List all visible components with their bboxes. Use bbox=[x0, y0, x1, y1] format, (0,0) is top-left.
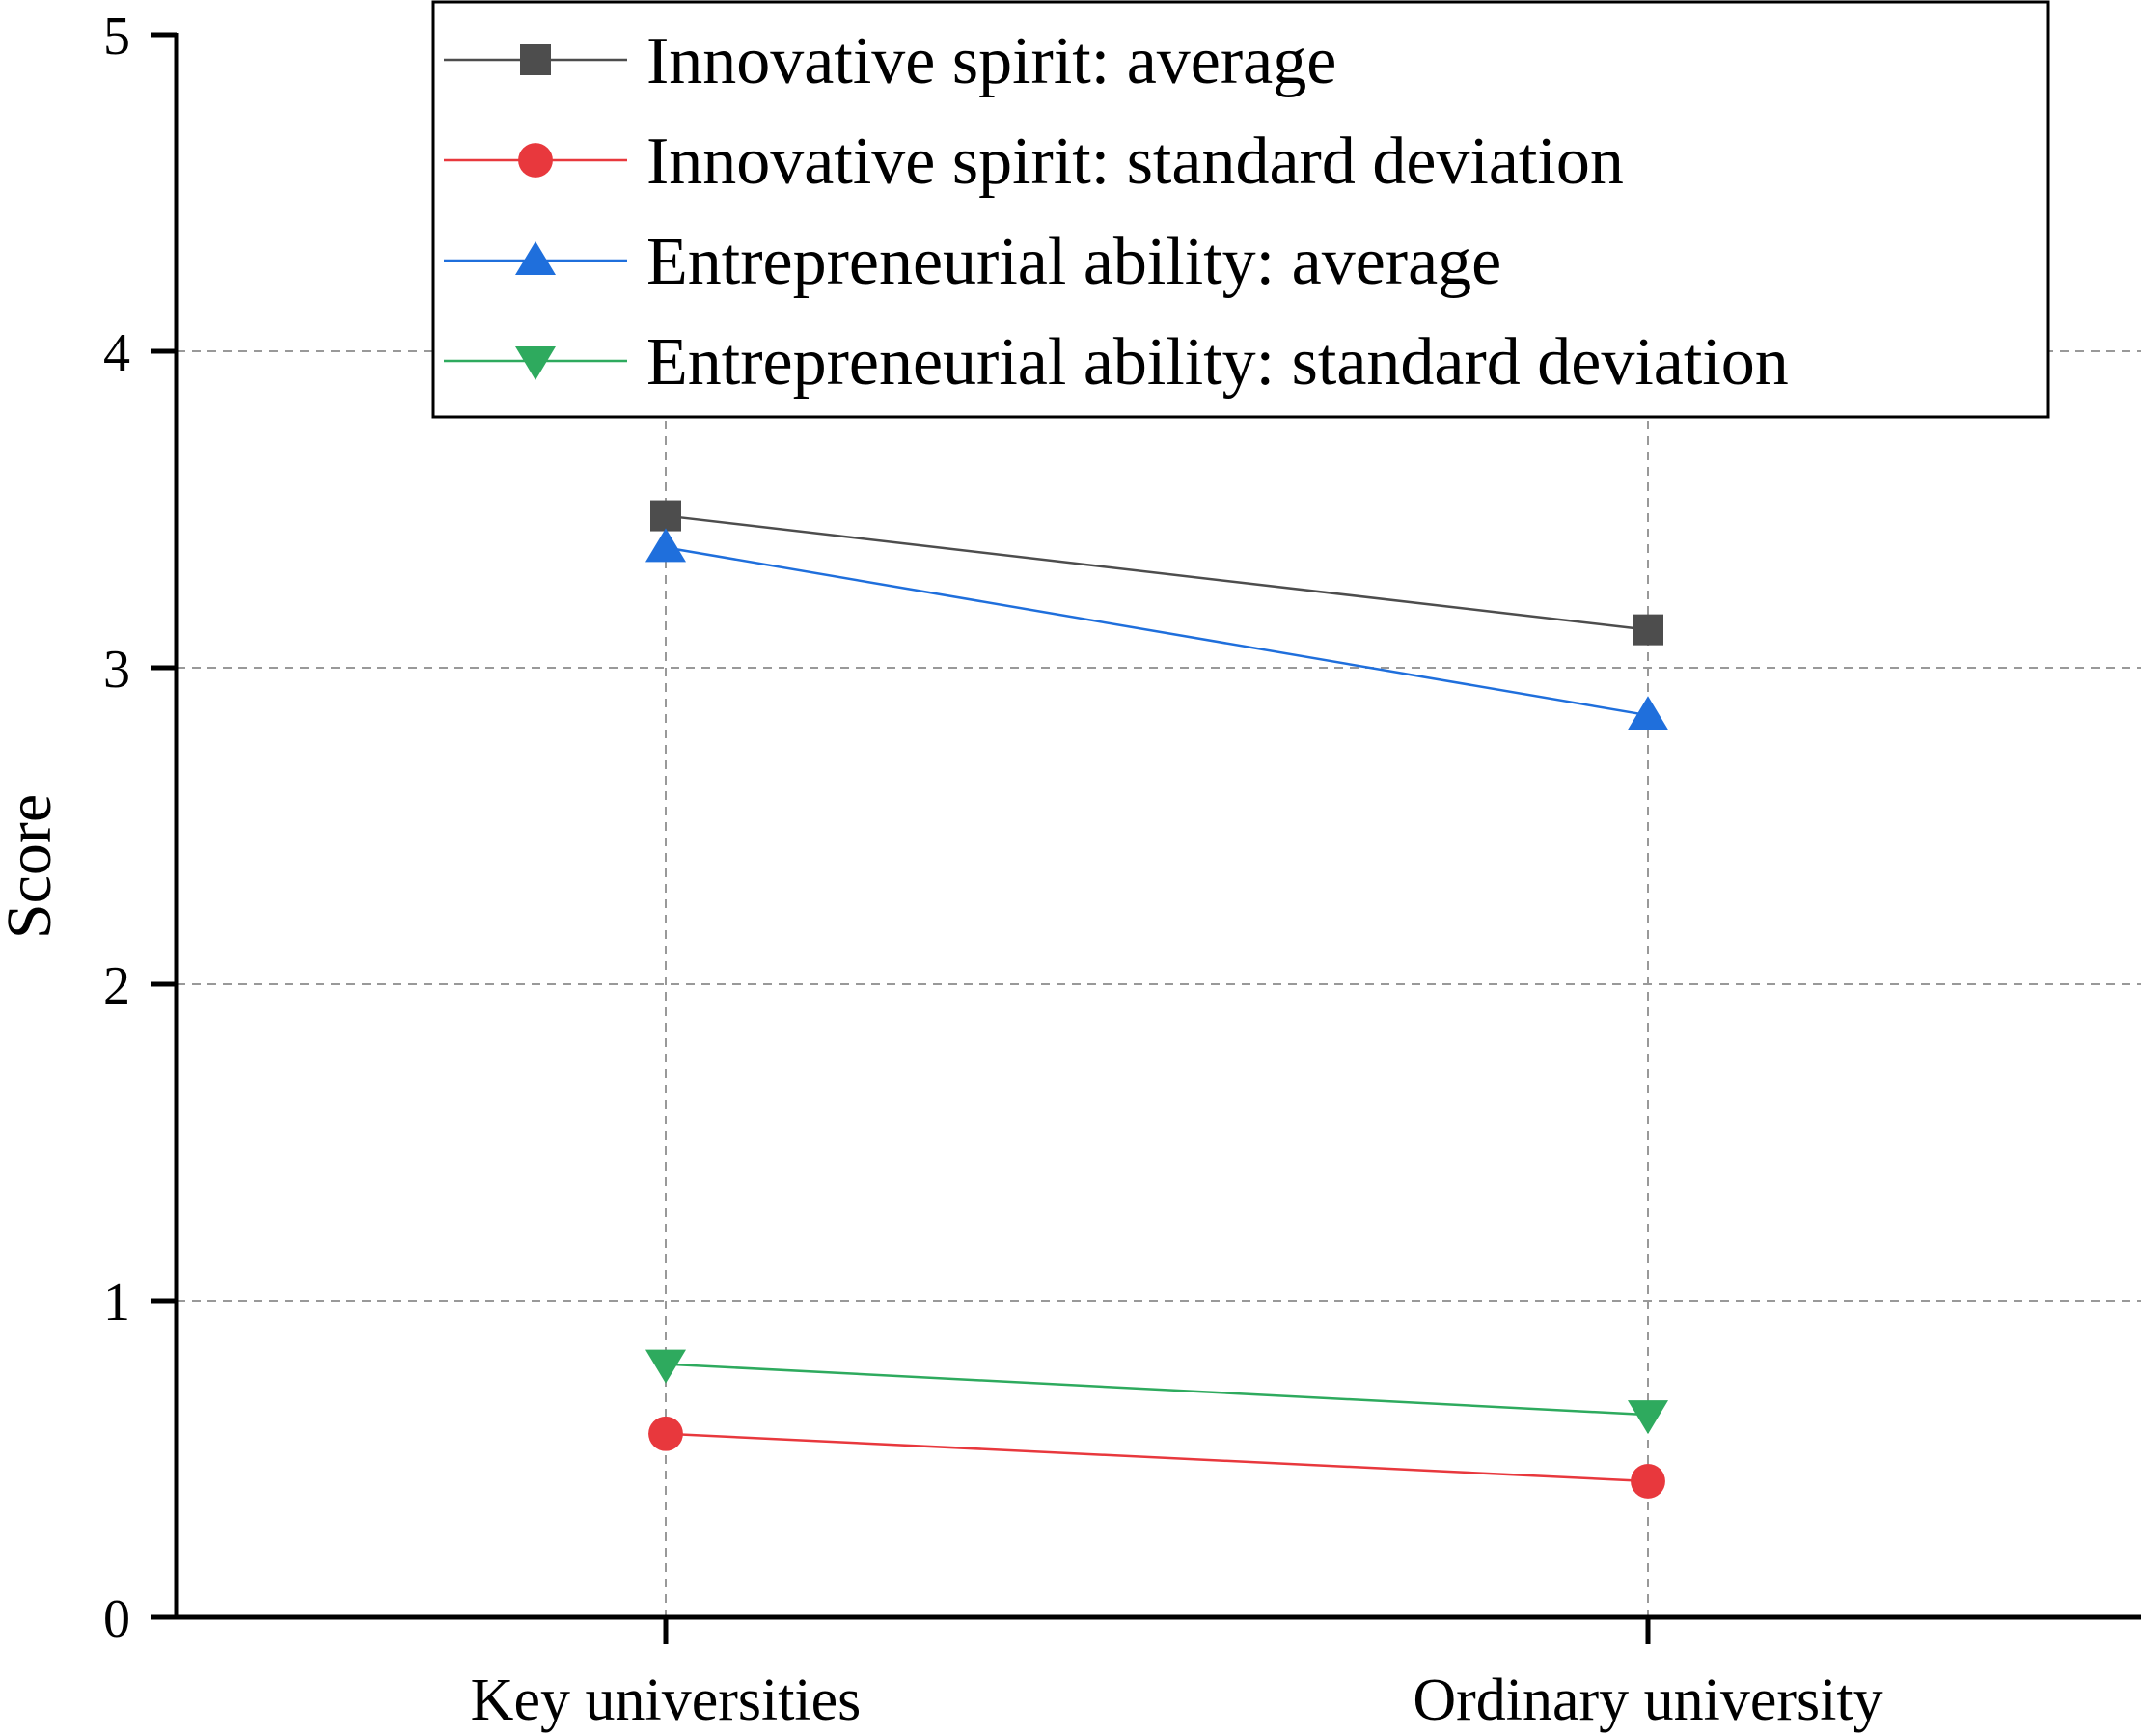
legend-box bbox=[431, 0, 2050, 419]
x-category-label: Key universities bbox=[471, 1667, 862, 1733]
series-1 bbox=[648, 1416, 1665, 1499]
data-point bbox=[645, 1349, 686, 1384]
series-3 bbox=[645, 1349, 1668, 1435]
y-tick-label: 2 bbox=[103, 956, 130, 1016]
y-tick-label: 0 bbox=[103, 1589, 130, 1649]
data-point bbox=[648, 1416, 683, 1451]
legend-marker bbox=[515, 346, 556, 380]
legend-marker bbox=[518, 143, 553, 178]
y-axis-title: Score bbox=[0, 794, 65, 939]
legend-item: Entrepreneurial ability: standard deviat… bbox=[444, 325, 1789, 400]
y-tick-label: 3 bbox=[103, 640, 130, 700]
data-point bbox=[1628, 696, 1668, 730]
legend-label: Entrepreneurial ability: average bbox=[646, 225, 1501, 299]
legend-marker bbox=[515, 241, 556, 275]
y-tick-label: 5 bbox=[103, 7, 130, 67]
data-series bbox=[645, 500, 1668, 1499]
series-line bbox=[665, 546, 1649, 717]
x-category-label: Ordinary university bbox=[1413, 1667, 1882, 1733]
data-point bbox=[1631, 1464, 1665, 1499]
data-point bbox=[1633, 614, 1663, 646]
y-tick-label: 1 bbox=[103, 1273, 130, 1333]
legend-label: Innovative spirit: average bbox=[646, 24, 1336, 98]
series-line bbox=[665, 514, 1649, 631]
legend-marker bbox=[520, 44, 551, 75]
legend-label: Entrepreneurial ability: standard deviat… bbox=[646, 325, 1789, 400]
legend-item: Innovative spirit: average bbox=[444, 24, 1336, 98]
series-line bbox=[665, 1363, 1649, 1417]
series-0 bbox=[650, 500, 1663, 646]
y-tick-label: 4 bbox=[103, 323, 130, 383]
legend-item: Entrepreneurial ability: average bbox=[444, 225, 1501, 299]
data-point bbox=[1628, 1400, 1668, 1435]
axes: 0 1 2 3 4 5 Key universities Ordinary universit… bbox=[103, 7, 2141, 1733]
series-2 bbox=[645, 528, 1668, 730]
legend: Innovative spirit: average Innovative spi… bbox=[431, 0, 2050, 419]
data-point bbox=[645, 528, 686, 563]
data-point bbox=[650, 500, 681, 532]
legend-label: Innovative spirit: standard deviation bbox=[646, 124, 1624, 199]
legend-item: Innovative spirit: standard deviation bbox=[444, 124, 1624, 199]
series-line bbox=[665, 1432, 1649, 1483]
